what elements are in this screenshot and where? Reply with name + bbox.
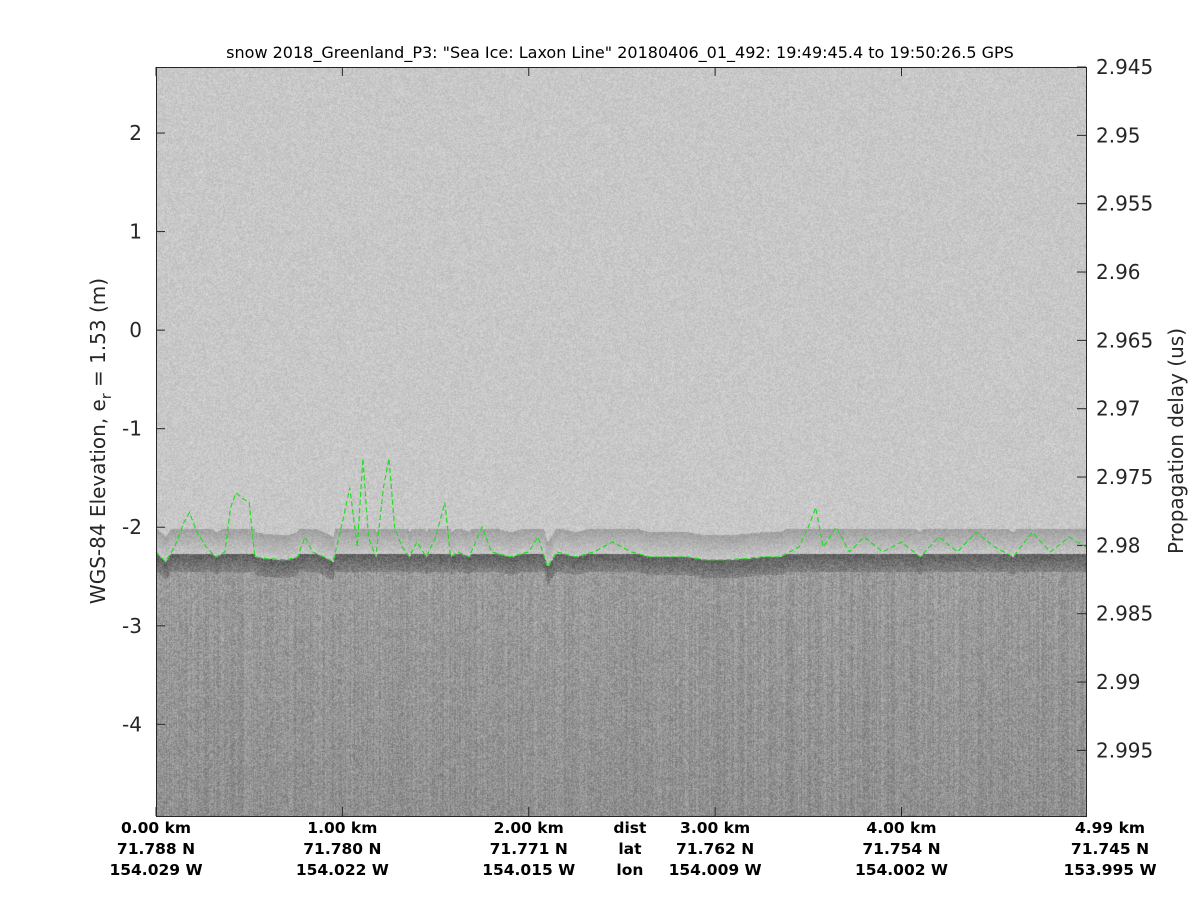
y-right-tick-label: 2.985: [1096, 602, 1153, 626]
y-right-tick-label: 2.98: [1096, 533, 1141, 557]
x-tick-lat: 71.788 N: [109, 839, 202, 860]
x-tick-dist: 3.00 km: [669, 818, 762, 839]
x-tick-lon: 154.009 W: [669, 860, 762, 881]
y-left-tick-label: 0: [129, 318, 142, 342]
y-right-tick-label: 2.955: [1096, 192, 1153, 216]
y-axis-left-label: WGS-84 Elevation, er = 1.53 (m): [86, 278, 115, 604]
y-right-tick-label: 2.96: [1096, 260, 1141, 284]
y-right-tick-label: 2.95: [1096, 123, 1141, 147]
x-tick-dist: 2.00 km: [482, 818, 575, 839]
x-tick-lat: 71.754 N: [855, 839, 948, 860]
x-tick-lon: 154.022 W: [296, 860, 389, 881]
x-tick-dist: 1.00 km: [296, 818, 389, 839]
x-tick-lon: 153.995 W: [1063, 860, 1156, 881]
x-row-label-lat: lat: [613, 839, 646, 860]
y-left-tick-label: -3: [122, 614, 142, 638]
x-tick-lon: 154.015 W: [482, 860, 575, 881]
plot-frame: [157, 68, 1087, 817]
x-row-labels: dist lat lon: [613, 818, 646, 881]
x-tick-label-group: 2.00 km 71.771 N 154.015 W: [482, 818, 575, 881]
x-row-label-lon: lon: [613, 860, 646, 881]
x-tick-label-group: 0.00 km 71.788 N 154.029 W: [109, 818, 202, 881]
y-right-tick-label: 2.99: [1096, 670, 1141, 694]
y-left-tick-label: 2: [129, 121, 142, 145]
y-left-tick-label: -1: [122, 417, 142, 441]
x-tick-lat: 71.762 N: [669, 839, 762, 860]
y-left-tick-label: -4: [122, 712, 142, 736]
y-right-tick-label: 2.97: [1096, 397, 1141, 421]
x-row-label-dist: dist: [613, 818, 646, 839]
x-tick-label-group: 4.99 km 71.745 N 153.995 W: [1063, 818, 1156, 881]
surface-layer-line: [156, 458, 1086, 566]
x-tick-dist: 0.00 km: [109, 818, 202, 839]
x-tick-dist: 4.00 km: [855, 818, 948, 839]
y-left-tick-label: -2: [122, 515, 142, 539]
x-tick-label-group: 4.00 km 71.754 N 154.002 W: [855, 818, 948, 881]
x-tick-lon: 154.029 W: [109, 860, 202, 881]
y-left-tick-label: 1: [129, 220, 142, 244]
y-right-tick-label: 2.975: [1096, 465, 1153, 489]
x-tick-label-group: 3.00 km 71.762 N 154.009 W: [669, 818, 762, 881]
x-tick-lat: 71.780 N: [296, 839, 389, 860]
x-tick-lat: 71.771 N: [482, 839, 575, 860]
y-right-tick-label: 2.995: [1096, 738, 1153, 762]
y-axis-right-label: Propagation delay (us): [1164, 328, 1188, 554]
y-right-tick-label: 2.965: [1096, 328, 1153, 352]
x-tick-dist: 4.99 km: [1063, 818, 1156, 839]
x-tick-lon: 154.002 W: [855, 860, 948, 881]
x-tick-lat: 71.745 N: [1063, 839, 1156, 860]
x-tick-label-group: 1.00 km 71.780 N 154.022 W: [296, 818, 389, 881]
y-right-tick-label: 2.945: [1096, 55, 1153, 79]
